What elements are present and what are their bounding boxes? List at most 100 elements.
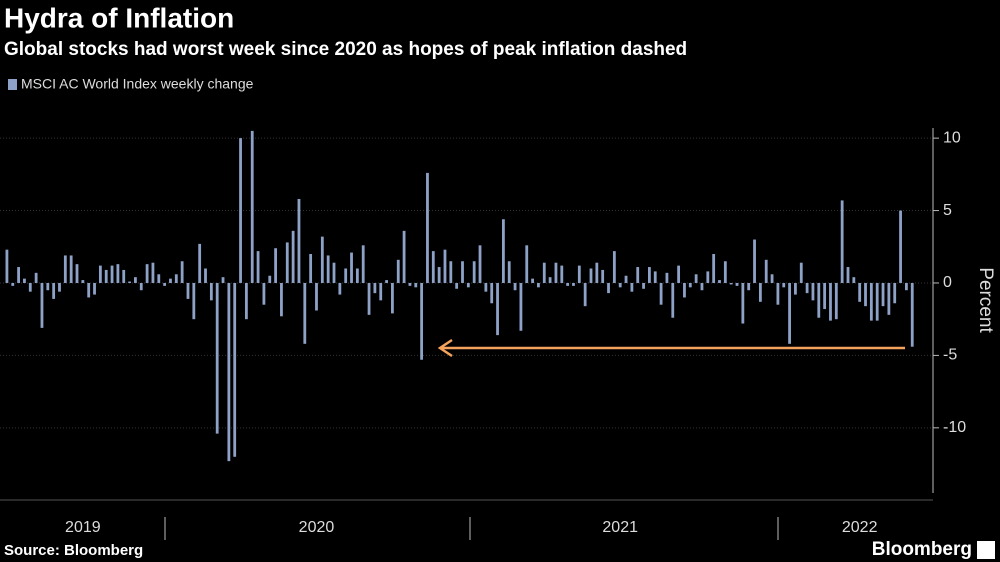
bar [443, 249, 447, 283]
x-tick-label: 2020 [299, 519, 335, 536]
bar [291, 230, 295, 283]
bar [788, 282, 791, 344]
bar [46, 282, 50, 291]
bar [683, 282, 686, 298]
bar [11, 282, 15, 286]
bar [612, 251, 616, 283]
bar [706, 271, 710, 283]
bar [776, 282, 780, 305]
bar [5, 249, 9, 283]
bar [34, 272, 38, 283]
bar [501, 219, 505, 283]
bar [478, 245, 482, 283]
bar [461, 261, 464, 283]
bar [58, 282, 61, 292]
bar [566, 282, 570, 286]
bar [163, 282, 167, 286]
bar [309, 254, 313, 283]
bar [753, 239, 756, 283]
bar [350, 252, 353, 283]
bar [209, 282, 213, 301]
y-tick-label: 0 [943, 274, 952, 291]
bar [227, 282, 231, 462]
bar [75, 264, 79, 283]
bar [723, 261, 727, 283]
bar [250, 130, 254, 283]
bar [823, 282, 827, 310]
bar [414, 282, 418, 288]
bar [373, 282, 377, 294]
bar [93, 282, 96, 295]
y-tick-label: -5 [943, 347, 957, 364]
bar [665, 272, 669, 283]
bar [764, 259, 768, 283]
bar [244, 282, 248, 320]
chart-title: Hydra of Inflation [4, 2, 234, 33]
bar [151, 262, 155, 283]
bar [694, 274, 698, 283]
bar [893, 282, 897, 304]
bar [817, 282, 821, 318]
x-tick-label: 2021 [602, 519, 638, 536]
bar [145, 264, 149, 283]
bar [472, 261, 476, 283]
bar [805, 282, 809, 294]
bar [186, 282, 190, 299]
bar [455, 282, 459, 289]
bar [391, 282, 394, 314]
bar [52, 282, 56, 299]
bar [320, 236, 324, 283]
bar [280, 282, 283, 317]
legend-label: MSCI AC World Index weekly change [21, 76, 254, 92]
bar [466, 282, 470, 288]
bar [326, 255, 330, 283]
bar [268, 275, 272, 283]
chart-subtitle: Global stocks had worst week since 2020 … [4, 39, 687, 60]
bar [355, 268, 359, 283]
bar [554, 262, 558, 283]
bar [396, 259, 400, 283]
bar [274, 248, 277, 283]
bar [332, 262, 336, 283]
bar [636, 267, 640, 283]
bar [315, 282, 318, 311]
x-tick-label: 2022 [842, 519, 878, 536]
bar [607, 282, 610, 294]
bar [548, 277, 552, 283]
bar [174, 274, 178, 283]
bar [180, 261, 184, 283]
bar [589, 268, 593, 283]
bar [595, 262, 599, 283]
y-tick-label: -10 [943, 419, 966, 436]
bar [659, 282, 663, 305]
bar [81, 280, 85, 283]
bar [496, 282, 499, 336]
bar [408, 282, 412, 286]
bar [577, 265, 581, 283]
bar [881, 282, 885, 307]
y-tick-label: 10 [943, 129, 961, 146]
bar [128, 281, 131, 283]
bar [688, 282, 692, 288]
y-tick-label: 5 [943, 202, 952, 219]
bar [630, 282, 634, 292]
bar [642, 282, 645, 289]
bar [601, 269, 605, 283]
bar [437, 267, 441, 283]
bar [139, 282, 143, 291]
bar [192, 282, 196, 320]
bar [367, 282, 371, 315]
bar [513, 282, 517, 291]
bar [531, 278, 534, 283]
bar [875, 282, 879, 321]
bar [525, 245, 529, 283]
bar [829, 282, 832, 321]
bar [402, 230, 406, 283]
bar [648, 267, 651, 283]
bar [840, 200, 844, 283]
source: Source: Bloomberg [4, 542, 143, 559]
bar [741, 282, 745, 324]
bar [385, 280, 388, 283]
bar [110, 265, 114, 283]
